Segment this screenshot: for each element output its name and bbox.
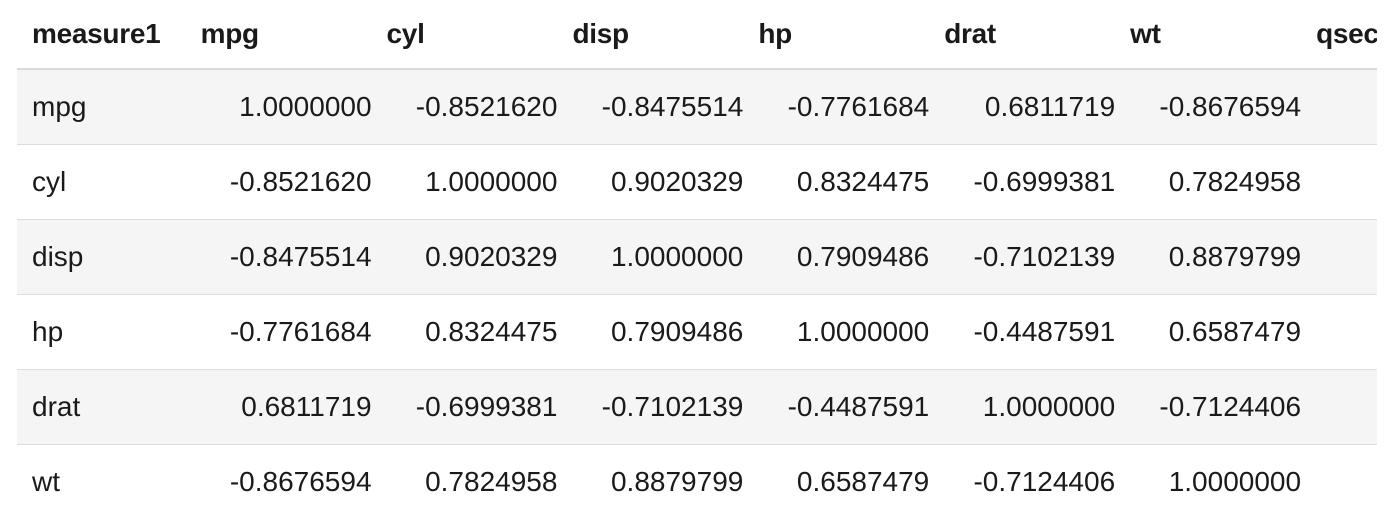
table-cell: -0.4487591 xyxy=(929,294,1116,370)
row-label: cyl xyxy=(17,144,186,220)
table-row: drat 0.6811719 -0.6999381 -0.7102139 -0.… xyxy=(17,369,1377,445)
table-cell: 1.0000000 xyxy=(557,219,744,295)
table-cell: 0.7909486 xyxy=(557,294,744,370)
table-cell: 0.6811719 xyxy=(185,369,372,445)
table-cell: -0.591 xyxy=(1301,144,1377,220)
table-cell: 1.0000000 xyxy=(743,294,930,370)
table-cell: -0.7102139 xyxy=(929,219,1116,295)
column-header[interactable]: qsec xyxy=(1301,0,1377,70)
table-cell: 0.9020329 xyxy=(557,144,744,220)
table-cell: 0.9020329 xyxy=(371,219,558,295)
table-cell: 0.8879799 xyxy=(557,444,744,519)
row-label: hp xyxy=(17,294,186,370)
table-cell: 0.6587479 xyxy=(1115,294,1302,370)
table-cell: 0.418 xyxy=(1301,68,1377,145)
table-viewport[interactable]: measure1 mpg cyl disp hp drat wt qsec mp… xyxy=(17,0,1377,525)
table-cell: 0.8879799 xyxy=(1115,219,1302,295)
column-header[interactable]: mpg xyxy=(185,0,372,70)
table-cell: 0.7824958 xyxy=(1115,144,1302,220)
row-label: mpg xyxy=(17,68,186,145)
row-label: wt xyxy=(17,444,186,519)
table-row: wt -0.8676594 0.7824958 0.8879799 0.6587… xyxy=(17,444,1377,519)
column-header[interactable]: wt xyxy=(1115,0,1302,70)
table-cell: -0.6999381 xyxy=(929,144,1116,220)
table-cell: -0.7761684 xyxy=(743,68,930,145)
table-cell: -0.4487591 xyxy=(743,369,930,445)
table-cell: 1.0000000 xyxy=(929,369,1116,445)
table-cell: 0.8324475 xyxy=(743,144,930,220)
column-header[interactable]: cyl xyxy=(371,0,558,70)
row-label: drat xyxy=(17,369,186,445)
table-cell: -0.8521620 xyxy=(185,144,372,220)
column-header[interactable]: hp xyxy=(743,0,930,70)
table-cell: 0.7824958 xyxy=(371,444,558,519)
table-row: disp -0.8475514 0.9020329 1.0000000 0.79… xyxy=(17,219,1377,295)
table-cell: -0.174 xyxy=(1301,444,1377,519)
table-cell: -0.8521620 xyxy=(371,68,558,145)
table-cell: -0.433 xyxy=(1301,219,1377,295)
column-header[interactable]: measure1 xyxy=(17,0,186,70)
table-cell: -0.7102139 xyxy=(557,369,744,445)
table-cell: -0.8475514 xyxy=(557,68,744,145)
table-cell: 0.6811719 xyxy=(929,68,1116,145)
table-row: cyl -0.8521620 1.0000000 0.9020329 0.832… xyxy=(17,144,1377,220)
table-cell: 0.6587479 xyxy=(743,444,930,519)
table-cell: -0.7761684 xyxy=(185,294,372,370)
table-cell: -0.7124406 xyxy=(929,444,1116,519)
table-cell: -0.8676594 xyxy=(185,444,372,519)
column-header[interactable]: drat xyxy=(929,0,1116,70)
table-cell: 1.0000000 xyxy=(1115,444,1302,519)
table-cell: 0.7909486 xyxy=(743,219,930,295)
table-cell: -0.708 xyxy=(1301,294,1377,370)
table-cell: 1.0000000 xyxy=(185,68,372,145)
column-header[interactable]: disp xyxy=(557,0,744,70)
table-cell: -0.6999381 xyxy=(371,369,558,445)
table-cell: 0.8324475 xyxy=(371,294,558,370)
table-cell: -0.8676594 xyxy=(1115,68,1302,145)
row-label: disp xyxy=(17,219,186,295)
header-row: measure1 mpg cyl disp hp drat wt qsec xyxy=(17,0,1377,70)
table-cell: 1.0000000 xyxy=(371,144,558,220)
table-cell: -0.8475514 xyxy=(185,219,372,295)
table-row: mpg 1.0000000 -0.8521620 -0.8475514 -0.7… xyxy=(17,68,1377,145)
table-cell: -0.7124406 xyxy=(1115,369,1302,445)
table-cell: 0.091 xyxy=(1301,369,1377,445)
table-row: hp -0.7761684 0.8324475 0.7909486 1.0000… xyxy=(17,294,1377,370)
correlation-table: measure1 mpg cyl disp hp drat wt qsec mp… xyxy=(17,0,1377,519)
